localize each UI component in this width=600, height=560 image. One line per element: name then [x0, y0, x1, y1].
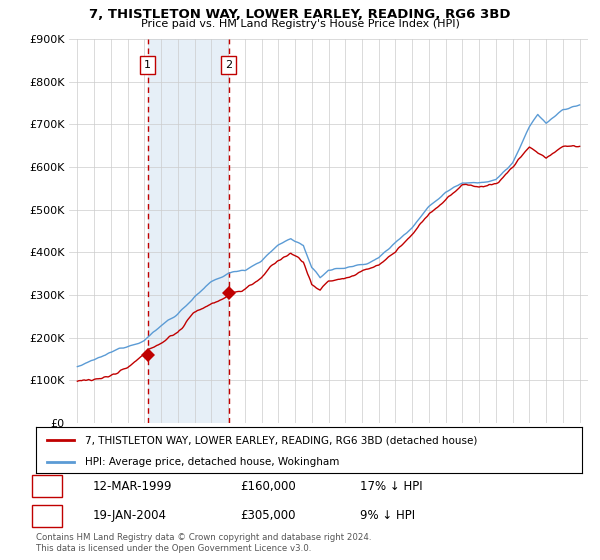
Text: 12-MAR-1999: 12-MAR-1999 [93, 479, 173, 493]
Text: 1: 1 [144, 60, 151, 70]
Text: £305,000: £305,000 [240, 509, 296, 522]
Text: 9% ↓ HPI: 9% ↓ HPI [360, 509, 415, 522]
Text: 1: 1 [43, 479, 50, 493]
Text: HPI: Average price, detached house, Wokingham: HPI: Average price, detached house, Woki… [85, 457, 340, 466]
Text: 7, THISTLETON WAY, LOWER EARLEY, READING, RG6 3BD: 7, THISTLETON WAY, LOWER EARLEY, READING… [89, 8, 511, 21]
Text: Price paid vs. HM Land Registry's House Price Index (HPI): Price paid vs. HM Land Registry's House … [140, 19, 460, 29]
Text: £160,000: £160,000 [240, 479, 296, 493]
Text: 17% ↓ HPI: 17% ↓ HPI [360, 479, 422, 493]
Text: 2: 2 [226, 60, 232, 70]
Text: 19-JAN-2004: 19-JAN-2004 [93, 509, 167, 522]
Bar [148, 39, 229, 423]
Text: 7, THISTLETON WAY, LOWER EARLEY, READING, RG6 3BD (detached house): 7, THISTLETON WAY, LOWER EARLEY, READING… [85, 435, 478, 445]
Text: Contains HM Land Registry data © Crown copyright and database right 2024.
This d: Contains HM Land Registry data © Crown c… [36, 533, 371, 553]
Text: 2: 2 [43, 509, 50, 522]
